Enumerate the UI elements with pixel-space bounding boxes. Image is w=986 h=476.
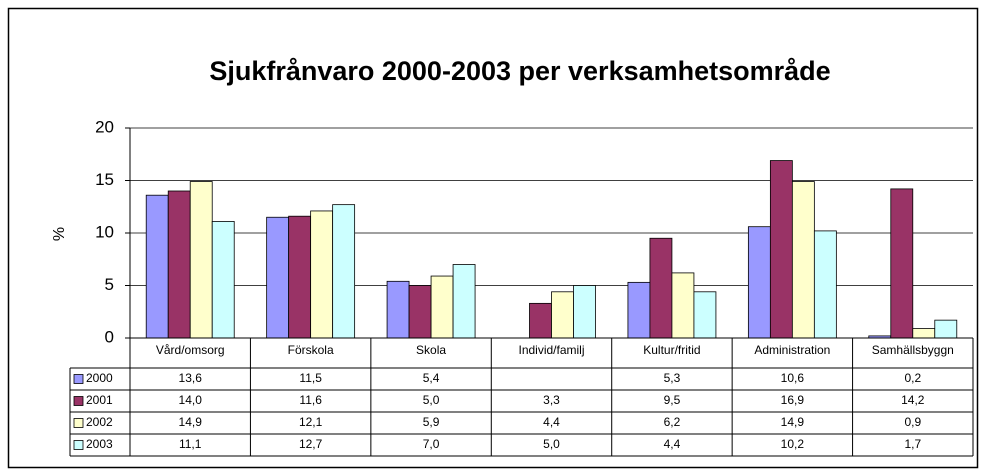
table-value: 12,7: [299, 437, 323, 451]
table-value: 5,0: [423, 393, 440, 407]
legend-swatch: [73, 396, 84, 406]
table-value: 5,0: [543, 437, 560, 451]
x-tick-label: Administration: [754, 343, 830, 357]
legend-label: 2002: [86, 415, 113, 429]
legend-label: 2000: [86, 371, 113, 385]
bar: [627, 281, 651, 339]
bar: [430, 275, 454, 339]
bar: [145, 194, 169, 339]
table-value: 4,4: [664, 437, 681, 451]
bar: [813, 230, 837, 339]
x-tick-label: Samhällsbyggn: [872, 343, 954, 357]
y-tick-label: 20: [95, 117, 114, 136]
bar: [791, 181, 815, 339]
bar: [332, 204, 356, 339]
table-value: 1,7: [904, 437, 921, 451]
table-value: 3,3: [543, 393, 560, 407]
x-tick-label: Skola: [416, 343, 446, 357]
bar: [310, 210, 334, 339]
table-value: 11,1: [179, 437, 202, 451]
bar: [693, 291, 717, 339]
table-value: 5,9: [423, 415, 440, 429]
bar: [452, 264, 476, 339]
x-tick-label: Förskola: [288, 343, 334, 357]
bar: [671, 272, 695, 339]
table-value: 14,9: [179, 415, 203, 429]
table-value: 12,1: [299, 415, 323, 429]
table-value: 13,6: [179, 371, 203, 385]
bar: [386, 280, 410, 339]
legend-swatch: [73, 374, 84, 384]
table-value: 14,9: [781, 415, 805, 429]
table-value: 7,0: [423, 437, 440, 451]
bar: [189, 181, 213, 339]
table-value: 5,4: [423, 371, 440, 385]
x-tick-label: Vård/omsorg: [156, 343, 225, 357]
bar: [211, 221, 235, 339]
table-value: 0,2: [904, 371, 921, 385]
bar: [266, 216, 290, 339]
legend-label: 2001: [86, 393, 113, 407]
y-tick-label: 0: [105, 327, 114, 346]
legend-label: 2003: [86, 437, 113, 451]
y-tick-label: 10: [95, 222, 114, 241]
table-value: 14,0: [179, 393, 203, 407]
table-value: 0,9: [904, 415, 921, 429]
table-value: 11,5: [299, 371, 322, 385]
table-value: 11,6: [299, 393, 322, 407]
y-tick-label: 15: [95, 170, 114, 189]
bar: [747, 226, 771, 339]
bar: [573, 285, 596, 339]
y-axis-label: %: [51, 227, 68, 241]
bar: [912, 328, 936, 339]
bar: [529, 302, 552, 339]
bar: [408, 285, 432, 339]
chart-title: Sjukfrånvaro 2000-2003 per verksamhetsom…: [209, 56, 830, 86]
x-tick-label: Kultur/fritid: [643, 343, 700, 357]
bar: [769, 160, 793, 339]
table-value: 9,5: [664, 393, 681, 407]
bar: [934, 319, 958, 339]
legend-swatch: [73, 440, 84, 450]
table-value: 10,6: [781, 371, 805, 385]
bar: [890, 188, 914, 339]
bar: [649, 237, 673, 339]
bar: [167, 190, 191, 339]
y-tick-label: 5: [105, 275, 114, 294]
table-value: 4,4: [543, 415, 560, 429]
table-value: 14,2: [901, 393, 925, 407]
legend-swatch: [73, 418, 84, 428]
bar: [551, 291, 574, 339]
table-value: 10,2: [781, 437, 805, 451]
x-tick-label: Individ/familj: [518, 343, 584, 357]
table-value: 5,3: [664, 371, 681, 385]
table-value: 6,2: [664, 415, 681, 429]
table-value: 16,9: [781, 393, 805, 407]
bar: [288, 215, 312, 339]
